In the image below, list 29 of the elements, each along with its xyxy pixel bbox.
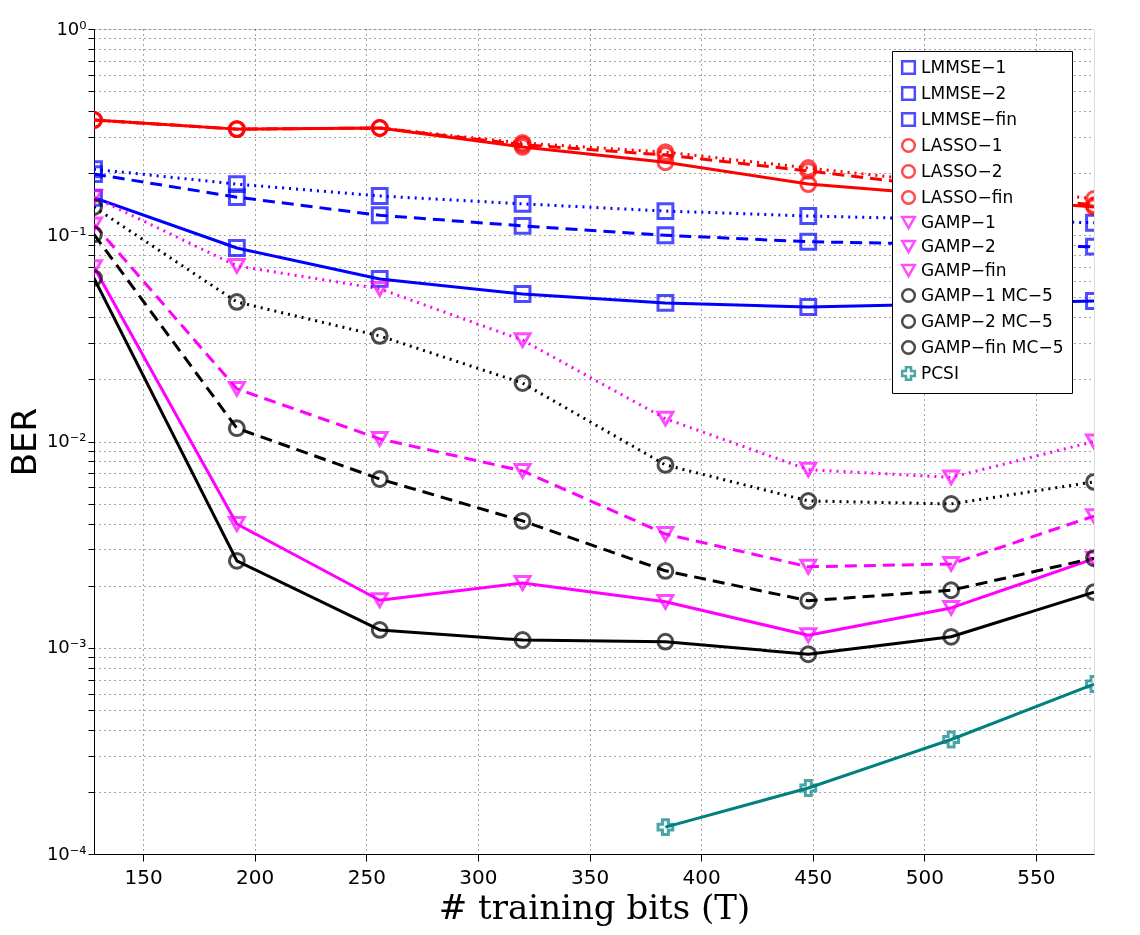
legend-label: GAMP−2	[921, 235, 996, 256]
legend-label: LASSO−2	[921, 160, 1003, 181]
y-tick-label: 10⁰	[56, 17, 87, 39]
x-tick-label: 150	[124, 864, 163, 889]
legend-label: LASSO−fin	[921, 186, 1014, 207]
x-tick-label: 350	[570, 864, 610, 889]
y-tick-label: 10⁻⁴	[46, 842, 87, 864]
legend-label: GAMP−fin MC−5	[921, 336, 1064, 357]
legend-label: GAMP−1	[921, 211, 996, 232]
legend-label: LMMSE−fin	[921, 108, 1018, 129]
legend-label: LMMSE−2	[921, 82, 1007, 103]
x-tick-label: 250	[347, 864, 386, 889]
legend-label: LASSO−1	[921, 134, 1003, 155]
x-tick-label: 400	[682, 864, 721, 889]
legend-label: GAMP−fin	[921, 259, 1007, 280]
y-axis-title: BER	[3, 407, 44, 477]
x-tick-label: 450	[794, 864, 833, 889]
y-tick-label: 10⁻¹	[46, 223, 87, 245]
x-axis-title: # training bits (T)	[438, 886, 751, 927]
legend-label: GAMP−1 MC−5	[921, 284, 1053, 305]
legend-label: LMMSE−1	[921, 56, 1007, 77]
x-tick-label: 500	[905, 864, 944, 889]
legend-label: GAMP−2 MC−5	[921, 310, 1053, 331]
x-tick-label: 550	[1017, 864, 1056, 889]
y-tick-label: 10⁻²	[46, 430, 87, 451]
y-tick-label: 10⁻³	[46, 636, 87, 658]
legend-label: PCSI	[921, 362, 959, 383]
x-tick-label: 300	[459, 864, 498, 889]
x-tick-label: 200	[236, 864, 275, 889]
